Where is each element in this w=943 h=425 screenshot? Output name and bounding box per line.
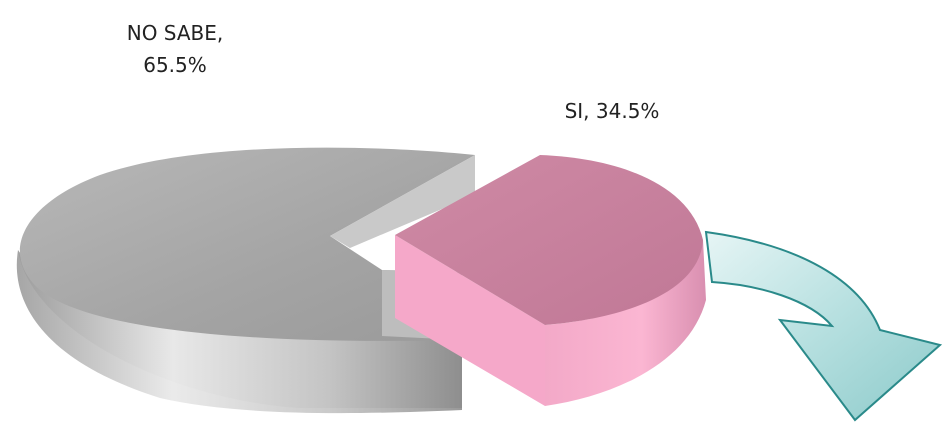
slice-no-sabe-cut (330, 155, 475, 248)
label-si: SI, 34.5% (565, 99, 660, 123)
label-no-sabe-name: NO SABE, (127, 21, 224, 45)
slice-no-sabe-side-rim (16, 250, 463, 414)
slice-no-sabe (20, 147, 475, 341)
label-no-sabe-value: 65.5% (143, 53, 207, 77)
slice-si (395, 155, 703, 325)
slice-si-front (395, 235, 545, 406)
slice-si-side (545, 240, 706, 406)
curved-arrow-icon (704, 230, 943, 422)
